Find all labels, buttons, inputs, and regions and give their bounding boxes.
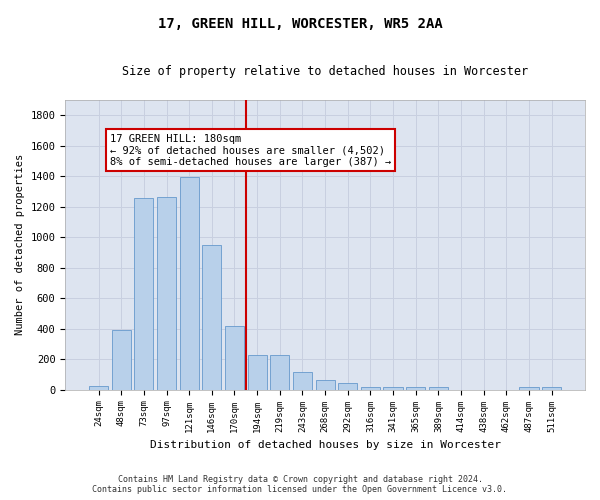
Bar <box>406 387 425 390</box>
Bar <box>429 387 448 390</box>
Bar <box>383 387 403 390</box>
Title: Size of property relative to detached houses in Worcester: Size of property relative to detached ho… <box>122 65 528 78</box>
Bar <box>338 384 358 390</box>
Y-axis label: Number of detached properties: Number of detached properties <box>15 154 25 336</box>
Bar <box>248 354 267 390</box>
Bar <box>316 380 335 390</box>
X-axis label: Distribution of detached houses by size in Worcester: Distribution of detached houses by size … <box>149 440 500 450</box>
Bar <box>112 330 131 390</box>
Bar <box>270 354 289 390</box>
Bar <box>542 388 562 390</box>
Bar <box>179 177 199 390</box>
Bar <box>293 372 312 390</box>
Bar <box>202 245 221 390</box>
Bar <box>89 386 108 390</box>
Text: 17 GREEN HILL: 180sqm
← 92% of detached houses are smaller (4,502)
8% of semi-de: 17 GREEN HILL: 180sqm ← 92% of detached … <box>110 134 391 166</box>
Bar <box>520 388 539 390</box>
Text: 17, GREEN HILL, WORCESTER, WR5 2AA: 17, GREEN HILL, WORCESTER, WR5 2AA <box>158 18 442 32</box>
Text: Contains HM Land Registry data © Crown copyright and database right 2024.
Contai: Contains HM Land Registry data © Crown c… <box>92 474 508 494</box>
Bar <box>361 387 380 390</box>
Bar <box>157 197 176 390</box>
Bar <box>134 198 154 390</box>
Bar <box>225 326 244 390</box>
